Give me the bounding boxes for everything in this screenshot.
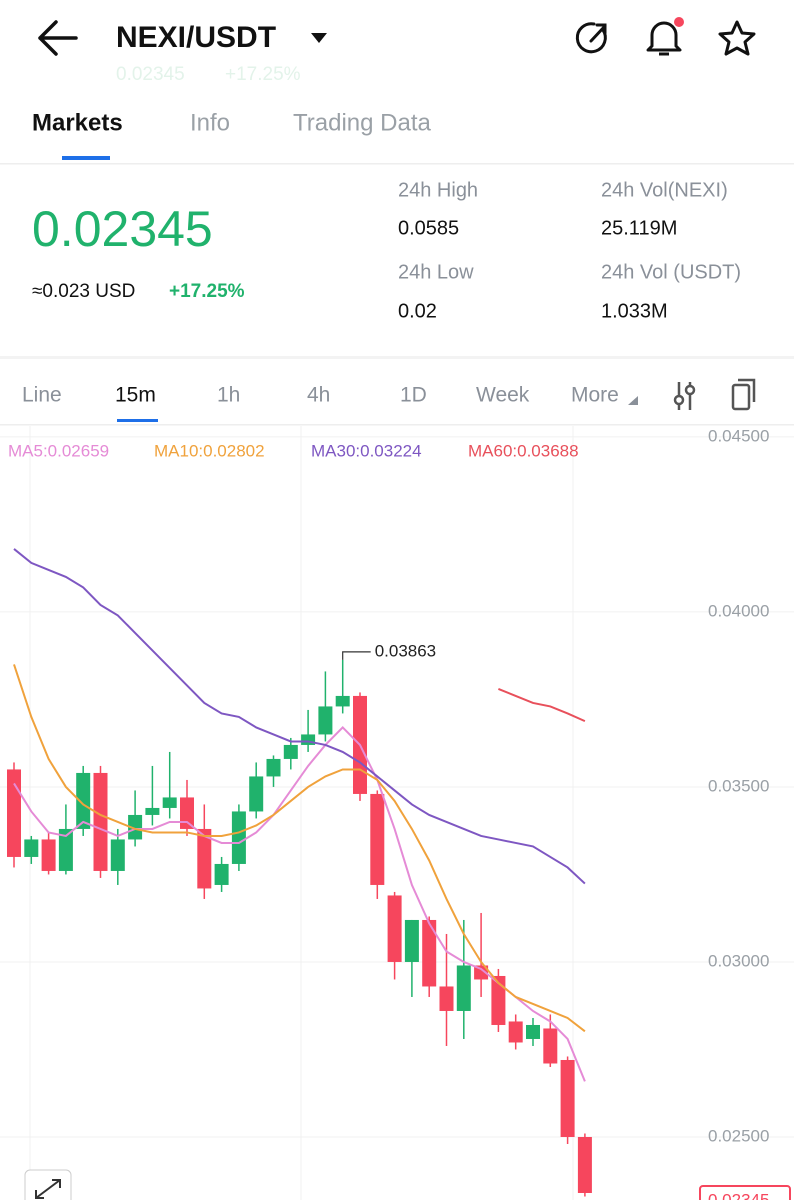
candle-body [283,744,298,759]
candle-body [543,1028,558,1064]
stat-label: 24h High [398,179,478,201]
candle-body [318,706,333,735]
candle-body [560,1059,575,1137]
candle-body [491,975,506,1025]
candle-body [508,1021,523,1043]
timeframe[interactable]: 1D [400,384,427,407]
candle-body [7,769,21,857]
candle-body [197,828,212,889]
timeframe[interactable]: 4h [307,384,330,407]
tab[interactable]: Trading Data [293,109,432,136]
ma-line [498,688,586,723]
y-tick-label: 0.02500 [708,1126,769,1145]
y-tick-label: 0.03000 [708,951,769,970]
y-tick-label: 0.04000 [708,601,769,620]
expand-button[interactable] [24,1169,72,1200]
stat-value: 0.0585 [398,217,459,239]
last-price: 0.02345 [32,201,213,257]
candle-body [162,797,177,808]
y-tick-label: 0.04500 [708,426,769,445]
divider [0,356,794,359]
candle-body [439,986,454,1011]
candle-body [249,776,264,812]
candle-body [145,807,160,815]
pair-title[interactable]: NEXI/USDT [116,21,276,54]
high-annotation: 0.03863 [375,641,436,660]
candle-body [266,758,281,777]
candle-body [335,695,350,707]
legend-entry: MA30:0.03224 [311,441,422,460]
stat-value: 25.119M [601,217,677,239]
stat-value: 0.02 [398,300,437,322]
layout-toggle[interactable] [731,378,756,411]
chart: 0.04500 0.04000 0.03500 0.03000 0.02500 0.038… [0,426,794,1200]
candle-body [24,839,39,857]
timeframe[interactable]: 1h [217,384,240,407]
stat-value: 1.033M [601,300,668,322]
candle-body [58,828,73,871]
ma-line [13,548,586,885]
candle-body [474,965,489,980]
ghost-price: 0.02345 [116,64,185,85]
pair-dropdown[interactable] [311,33,327,43]
alert-dot [674,17,684,27]
candle-body [301,734,316,745]
high-marker [342,651,371,660]
alert-button[interactable] [646,21,682,56]
ghost-change: +17.25% [225,64,301,85]
candle-body [231,811,246,864]
divider [0,424,794,426]
last-price-tag [699,1185,791,1200]
candle-body [41,839,56,871]
timeframe-indicator [117,419,158,422]
candle-body [214,863,229,885]
tab[interactable]: Info [190,109,230,136]
candle-body [76,772,91,829]
stat-label: 24h Vol (USDT) [601,261,741,283]
stat-label: 24h Vol(NEXI) [601,179,728,201]
indicator-settings[interactable] [673,382,696,410]
more-arrow [628,396,638,405]
candle-body [110,839,125,871]
favorite-button[interactable] [718,20,756,56]
candle-body [526,1024,540,1039]
candle-body [128,814,143,840]
ma-line [13,664,586,1033]
candle-body [577,1136,592,1193]
candle-body [422,919,437,987]
candle-body [93,772,108,871]
timeframe[interactable]: Line [22,384,62,407]
candle-body [180,797,194,829]
legend-entry: MA60:0.03688 [468,441,579,460]
legend-entry: MA10:0.02802 [154,441,265,460]
price-change: +17.25% [169,281,245,302]
back-button[interactable] [38,20,78,56]
timeframe[interactable]: Week [476,384,530,407]
share-button[interactable] [575,22,607,54]
candle-body [370,793,385,885]
timeframe[interactable]: 15m [115,384,156,407]
ma-line [13,726,586,1082]
candle-body [456,965,471,1011]
candle-body [404,919,419,962]
tab-indicator [62,156,110,160]
stat-label: 24h Low [398,261,474,283]
last-price-tag-label: 0.02345 [708,1190,769,1200]
y-tick-label: 0.03500 [708,776,769,795]
tab[interactable]: Markets [32,109,123,136]
legend-entry: MA5:0.02659 [8,441,109,460]
candle-body [387,895,402,962]
divider [0,163,794,165]
timeframe[interactable]: More [571,384,619,407]
usd-price: ≈0.023 USD [32,281,135,302]
